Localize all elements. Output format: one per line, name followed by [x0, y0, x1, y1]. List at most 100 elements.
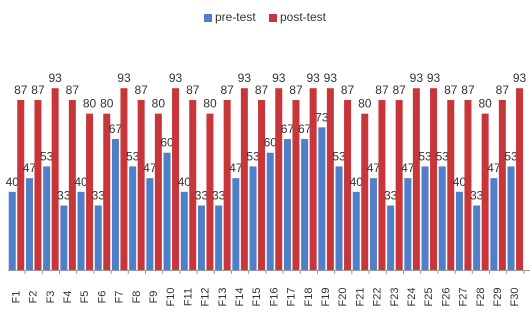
bar-post-test	[464, 99, 472, 270]
data-label-pre-test: 47	[487, 161, 501, 175]
x-tick-label: F10	[165, 288, 177, 307]
data-label-pre-test: 33	[195, 189, 209, 203]
x-tick-label: F12	[200, 288, 212, 307]
data-label-pre-test: 47	[367, 161, 381, 175]
data-label-pre-test: 40	[350, 175, 364, 189]
x-tick-label: F18	[303, 288, 315, 307]
bar-pre-test	[60, 205, 68, 270]
bar-post-test	[206, 113, 214, 271]
data-label-post-test: 80	[83, 97, 97, 111]
bar-pre-test	[43, 166, 51, 270]
x-tick-label: F19	[320, 288, 332, 307]
data-label-post-test: 87	[14, 83, 28, 97]
x-tick-label: F3	[45, 291, 57, 304]
bar-pre-test	[352, 191, 360, 270]
x-tick-label: F21	[354, 288, 366, 307]
x-tick-label: F11	[182, 288, 194, 306]
x-tick-label: F14	[234, 288, 246, 307]
x-tick-label: F20	[337, 288, 349, 307]
data-label-pre-test: 53	[418, 149, 432, 163]
data-label-pre-test: 33	[384, 189, 398, 203]
bar-post-test	[498, 99, 506, 270]
legend-item-post-test: post-test	[269, 10, 326, 24]
data-label-post-test: 80	[152, 97, 166, 111]
legend-label-post-test: post-test	[280, 10, 327, 24]
x-tick-label: F30	[509, 288, 521, 307]
data-label-pre-test: 53	[504, 149, 518, 163]
data-label-post-test: 93	[427, 71, 441, 85]
bar-post-test	[154, 113, 162, 271]
bar-pre-test	[301, 139, 309, 270]
bar-pre-test	[421, 166, 429, 270]
data-label-post-test: 87	[341, 83, 355, 97]
legend-item-pre-test: pre-test	[203, 10, 256, 24]
data-label-pre-test: 60	[264, 136, 278, 150]
data-label-post-test: 93	[272, 71, 286, 85]
bar-post-test	[240, 88, 248, 271]
data-label-pre-test: 33	[57, 189, 71, 203]
bar-pre-test	[387, 205, 395, 270]
bar-post-test	[344, 99, 352, 270]
bar-pre-test	[266, 152, 274, 270]
bar-post-test	[447, 99, 455, 270]
data-label-post-test: 80	[100, 97, 114, 111]
bar-post-test	[86, 113, 94, 271]
data-label-pre-test: 67	[298, 122, 312, 136]
x-tick-label: F5	[79, 291, 91, 304]
x-tick-label: F2	[28, 291, 40, 304]
bar-pre-test	[507, 166, 515, 270]
bar-post-test	[275, 88, 283, 271]
x-tick-label: F13	[217, 288, 229, 307]
data-label-post-test: 93	[117, 71, 131, 85]
bar-pre-test	[94, 205, 102, 270]
data-label-post-test: 87	[392, 83, 406, 97]
bar-pre-test	[404, 178, 412, 270]
bar-pre-test	[249, 166, 257, 270]
bar-post-test	[378, 99, 386, 270]
bar-post-test	[516, 88, 524, 271]
x-tick-label: F7	[114, 291, 126, 304]
bar-pre-test	[25, 178, 33, 270]
data-label-pre-test: 33	[92, 189, 106, 203]
x-tick-label: F26	[440, 288, 452, 307]
bar-post-test	[51, 88, 59, 271]
data-label-pre-test: 33	[470, 189, 484, 203]
bar-pre-test	[318, 127, 326, 271]
bar-post-test	[258, 99, 266, 270]
bar-post-test	[120, 88, 128, 271]
bar-post-test	[430, 88, 438, 271]
bar-pre-test	[77, 191, 85, 270]
x-tick-label: F6	[96, 291, 108, 304]
data-label-post-test: 80	[203, 97, 217, 111]
chart-legend: pre-test post-test	[0, 10, 530, 24]
bar-pre-test	[8, 191, 16, 270]
data-label-post-test: 93	[306, 71, 320, 85]
bar-post-test	[103, 113, 111, 271]
data-label-pre-test: 47	[23, 161, 37, 175]
data-label-post-test: 87	[461, 83, 475, 97]
bar-pre-test	[438, 166, 446, 270]
bar-post-test	[361, 113, 369, 271]
data-label-pre-test: 40	[453, 175, 467, 189]
x-tick-label: F22	[372, 288, 384, 307]
x-tick-label: F23	[389, 288, 401, 307]
data-label-post-test: 87	[66, 83, 80, 97]
bar-pre-test	[215, 205, 223, 270]
data-label-pre-test: 53	[126, 149, 140, 163]
bar-pre-test	[129, 166, 137, 270]
bar-post-test	[292, 99, 300, 270]
bar-post-test	[223, 99, 231, 270]
data-label-pre-test: 67	[109, 122, 123, 136]
data-label-post-test: 93	[410, 71, 424, 85]
bar-post-test	[326, 88, 334, 271]
bar-pre-test	[490, 178, 498, 270]
bar-pre-test	[180, 191, 188, 270]
x-tick-label: F27	[458, 288, 470, 307]
legend-swatch-post-test	[269, 14, 277, 22]
bar-post-test	[17, 99, 25, 270]
data-label-post-test: 87	[289, 83, 303, 97]
data-label-pre-test: 67	[281, 122, 295, 136]
bar-pre-test	[163, 152, 171, 270]
x-tick-label: F8	[131, 291, 143, 304]
data-label-pre-test: 47	[401, 161, 415, 175]
